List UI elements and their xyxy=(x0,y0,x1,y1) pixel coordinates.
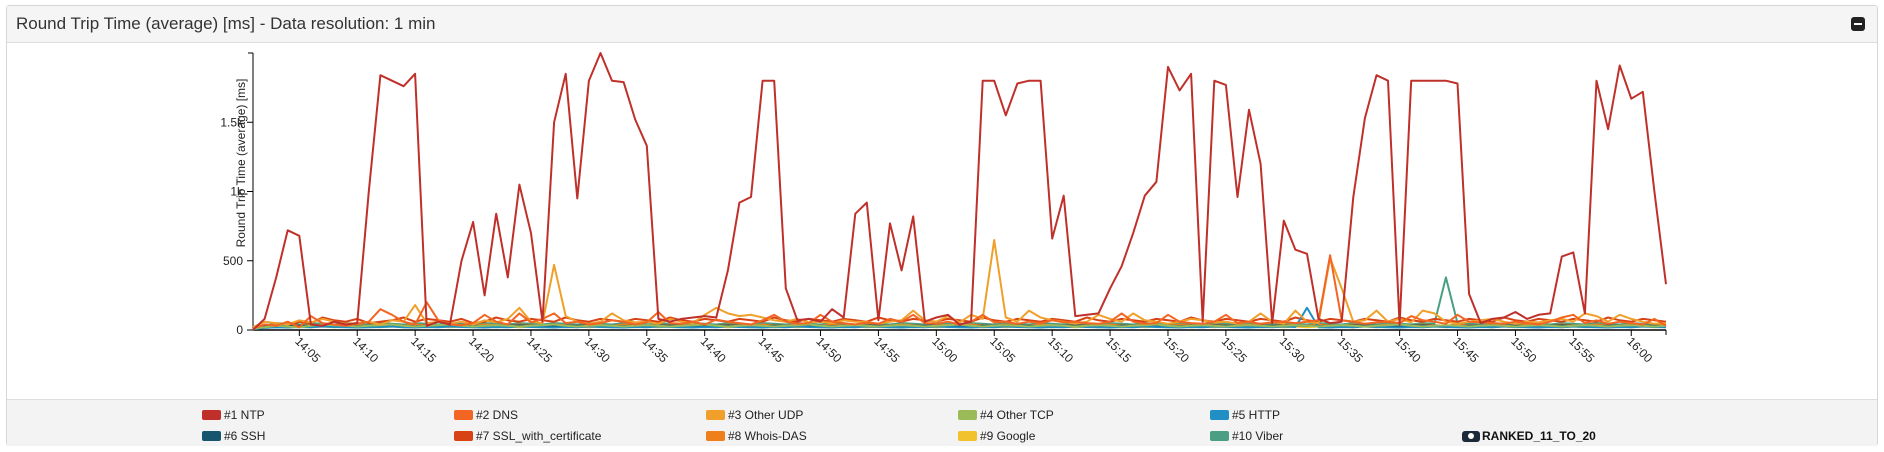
x-tick-label: 15:45 xyxy=(1450,334,1481,365)
x-tick-label: 14:25 xyxy=(524,334,555,365)
x-tick-label: 14:35 xyxy=(640,334,671,365)
legend-label: #3 Other UDP xyxy=(728,408,804,422)
legend-item[interactable]: #4 Other TCP xyxy=(958,408,1054,422)
x-tick-label: 14:10 xyxy=(350,334,381,365)
legend-label: #9 Google xyxy=(980,429,1036,443)
legend-item[interactable]: #10 Viber xyxy=(1210,429,1283,443)
y-tick-label: 1k xyxy=(230,185,244,199)
legend-swatch xyxy=(454,410,473,420)
series-line-1-ntp xyxy=(252,52,1667,331)
legend-swatch xyxy=(958,431,977,441)
x-tick-label: 15:05 xyxy=(987,334,1018,365)
x-tick-label: 14:55 xyxy=(871,334,902,365)
series-line-2-dns xyxy=(252,254,1667,330)
y-tick-label: 0 xyxy=(236,323,243,337)
collapse-button[interactable] xyxy=(1851,17,1865,31)
legend-item[interactable]: #6 SSH xyxy=(202,429,265,443)
x-tick-label: 14:45 xyxy=(755,334,786,365)
x-tick-label: 15:15 xyxy=(1103,334,1134,365)
legend-item[interactable]: #2 DNS xyxy=(454,408,518,422)
x-tick-label: 15:20 xyxy=(1161,334,1192,365)
chart-area: 0 500 1k 1.5k Round Trip Time (average) [ms]… xyxy=(7,43,1877,399)
panel-header: Round Trip Time (average) [ms] - Data re… xyxy=(7,6,1877,43)
x-tick-label: 15:10 xyxy=(1045,334,1076,365)
legend-label: #10 Viber xyxy=(1232,429,1284,443)
legend-item[interactable]: #8 Whois-DAS xyxy=(706,429,807,443)
x-tick-label: 15:35 xyxy=(1335,334,1366,365)
x-tick-label: 15:55 xyxy=(1566,334,1597,365)
ranked-label: RANKED_11_TO_20 xyxy=(1482,429,1596,443)
x-tick-label: 14:20 xyxy=(466,334,497,365)
legend-label: #8 Whois-DAS xyxy=(728,429,807,443)
legend-item[interactable]: #3 Other UDP xyxy=(706,408,803,422)
legend-swatch xyxy=(202,431,221,441)
y-axis-label: Round Trip Time (average) [ms] xyxy=(234,79,248,248)
y-tick-label: 1.5k xyxy=(220,115,244,129)
x-tick-label: 15:30 xyxy=(1277,334,1308,365)
legend: #1 NTP #2 DNS #3 Other UDP #4 Other TCP #5 H… xyxy=(7,399,1877,446)
x-tick-label: 15:25 xyxy=(1219,334,1250,365)
eye-icon xyxy=(1462,430,1480,442)
chart-panel: Round Trip Time (average) [ms] - Data re… xyxy=(6,5,1878,446)
legend-label: #1 NTP xyxy=(224,408,265,422)
legend-label: #7 SSL_with_certificate xyxy=(476,429,602,443)
legend-swatch xyxy=(958,410,977,420)
legend-label: #5 HTTP xyxy=(1232,408,1281,422)
legend-label: #6 SSH xyxy=(224,429,266,443)
ranked-11-to-20-toggle[interactable]: RANKED_11_TO_20 xyxy=(1462,429,1596,443)
legend-item[interactable]: #5 HTTP xyxy=(1210,408,1280,422)
legend-label: #2 DNS xyxy=(476,408,519,422)
x-tick-label: 15:00 xyxy=(929,334,960,365)
y-tick-label: 500 xyxy=(223,254,243,268)
x-tick-label: 15:50 xyxy=(1508,334,1539,365)
legend-swatch xyxy=(454,431,473,441)
series-line-3-other-udp xyxy=(252,239,1667,329)
legend-item[interactable]: #1 NTP xyxy=(202,408,265,422)
legend-label: #4 Other TCP xyxy=(980,408,1054,422)
x-tick-label: 14:05 xyxy=(292,334,323,365)
legend-swatch xyxy=(706,431,725,441)
legend-swatch xyxy=(1210,431,1229,441)
x-tick-label: 14:30 xyxy=(582,334,613,365)
x-tick-label: 14:40 xyxy=(698,334,729,365)
x-tick-label: 14:15 xyxy=(408,334,439,365)
panel-title: Round Trip Time (average) [ms] - Data re… xyxy=(16,14,436,33)
legend-swatch xyxy=(1210,410,1229,420)
x-tick-label: 14:50 xyxy=(813,334,844,365)
legend-item[interactable]: #9 Google xyxy=(958,429,1035,443)
x-tick-label: 15:40 xyxy=(1392,334,1423,365)
x-tick-label: 16:00 xyxy=(1624,334,1655,365)
legend-swatch xyxy=(706,410,725,420)
legend-swatch xyxy=(202,410,221,420)
legend-item[interactable]: #7 SSL_with_certificate xyxy=(454,429,601,443)
